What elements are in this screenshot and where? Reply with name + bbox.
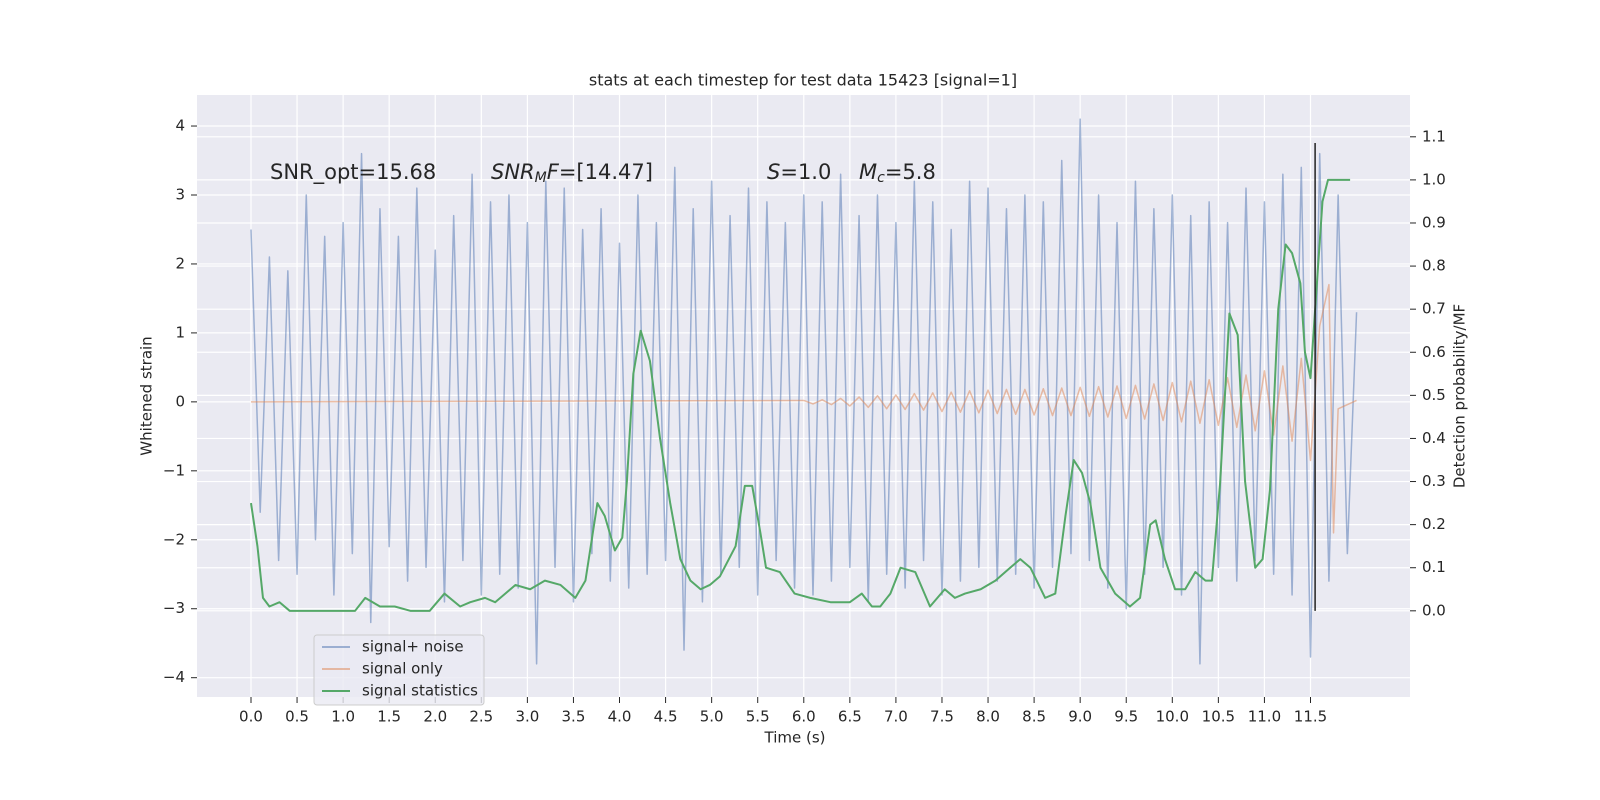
x-tick-label: 5.0 [700,708,724,726]
y2-tick-label: 0.5 [1422,386,1446,404]
legend-label: signal only [362,660,443,678]
series-layer [250,118,1358,665]
y2-tick-label: 1.0 [1422,170,1446,188]
y2-tick-label: 1.1 [1422,127,1446,145]
x-axis-label: Time (s) [764,729,826,747]
y2-tick-label: 0.9 [1422,213,1446,231]
annotation-part: F [547,160,560,184]
x-tick-label: 0.0 [239,708,263,726]
x-tick-label: 8.5 [1022,708,1046,726]
y-tick-label: 3 [175,185,185,203]
annotation-part: S [767,160,780,184]
y-tick-label: 4 [175,117,185,135]
annotation-part: M [535,170,547,186]
x-tick-label: 11.5 [1294,708,1327,726]
x-tick-label: 10.5 [1202,708,1235,726]
legend: signal+ noise signal only signal statistic… [313,634,485,706]
annotation-part: =1.0 [780,160,831,184]
legend-label: signal statistics [362,682,478,700]
x-tick-label: 9.5 [1114,708,1138,726]
annotation-part: =[14.47] [559,160,653,184]
y-tick-label: 0 [175,392,185,410]
x-tick-label: 6.5 [838,708,862,726]
y2-tick-label: 0.7 [1422,300,1446,318]
y-tick-label: −1 [163,461,185,479]
annotation: SNRMF=[14.47] [491,160,653,186]
y2-tick-label: 0.8 [1422,257,1446,275]
y-tick-label: 1 [175,323,185,341]
legend-label: signal+ noise [362,638,464,656]
x-tick-label: 4.0 [608,708,632,726]
x-tick-label: 0.5 [285,708,309,726]
y2-tick-label: 0.4 [1422,429,1446,447]
x-tick-label: 9.0 [1068,708,1092,726]
x-tick-label: 11.0 [1248,708,1281,726]
y2-tick-label: 0.2 [1422,515,1446,533]
y2-tick-label: 0.3 [1422,472,1446,490]
x-tick-label: 7.0 [884,708,908,726]
y-tick-label: 2 [175,254,185,272]
annotation-part: c [877,170,885,186]
x-tick-label: 3.0 [515,708,539,726]
x-tick-label: 8.0 [976,708,1000,726]
chart-title: stats at each timestep for test data 154… [589,71,1017,90]
x-tick-label: 7.5 [930,708,954,726]
x-tick-label: 6.0 [792,708,816,726]
annotation-part: M [859,160,877,184]
y-tick-label: −4 [163,668,185,686]
annotation-part: SNR_opt=15.68 [270,160,436,185]
x-tick-label: 1.0 [331,708,355,726]
x-tick-label: 2.0 [423,708,447,726]
y-tick-label: −3 [163,599,185,617]
y2-tick-label: 0.1 [1422,558,1446,576]
annotation: SNR_opt=15.68 [270,160,436,185]
y2-tick-label: 0.0 [1422,601,1446,619]
y-tick-label: −2 [163,530,185,548]
x-tick-label: 4.5 [654,708,678,726]
x-tick-label: 5.5 [746,708,770,726]
x-tick-label: 1.5 [377,708,401,726]
series-line [250,118,1358,665]
x-tick-label: 10.0 [1156,708,1189,726]
y-axis-label: Whitened strain [138,336,156,455]
annotation: S=1.0 [767,160,831,184]
series-line [250,178,1351,612]
x-tick-label: 3.5 [562,708,586,726]
annotation-part: SNR [491,160,535,184]
annotation: Mc=5.8 [859,160,936,186]
legend-box [313,634,485,706]
axes: 0.0 0.5 1.0 1.5 2.0 2.5 3.0 3.5 4.0 4.5 5.0 5.5 6.0 6… [163,117,1446,726]
annotation-part: =5.8 [885,160,936,184]
series-line [250,283,1357,534]
x-tick-label: 2.5 [469,708,493,726]
y2-axis-label: Detection probability/MF [1451,304,1469,488]
y2-tick-label: 0.6 [1422,343,1446,361]
